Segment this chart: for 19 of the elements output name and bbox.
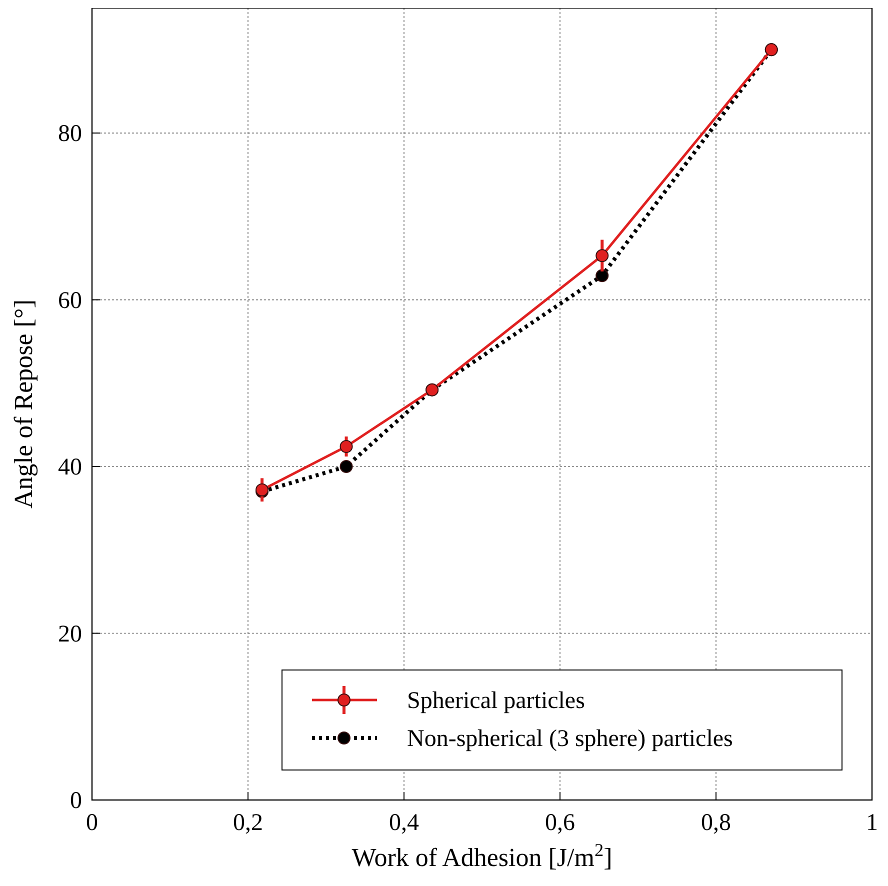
y-tick-label: 20 [58,621,82,648]
legend-label: Non-spherical (3 sphere) particles [407,726,733,752]
point [340,440,353,454]
x-tick-label: 1 [866,810,878,836]
legend-label: Spherical particles [407,688,585,714]
x-tick-label: 0,4 [389,810,419,836]
y-tick-label: 40 [58,454,82,481]
x-tick-label: 0,6 [545,810,575,836]
point [340,460,353,474]
x-axis-title: Work of Adhesion [J/m$^{2}$] [352,840,612,872]
y-axis-title: Angle of Repose [°] [9,300,38,508]
x-tick-label: 0,8 [701,810,731,836]
y-tick-label: 80 [58,121,82,148]
x-tick-label: 0 [86,810,98,836]
point [596,269,609,282]
point [596,249,609,262]
x-tick-label: 0,2 [233,810,263,836]
y-tick-label: 0 [70,788,82,814]
y-tick-label: 60 [58,288,82,314]
